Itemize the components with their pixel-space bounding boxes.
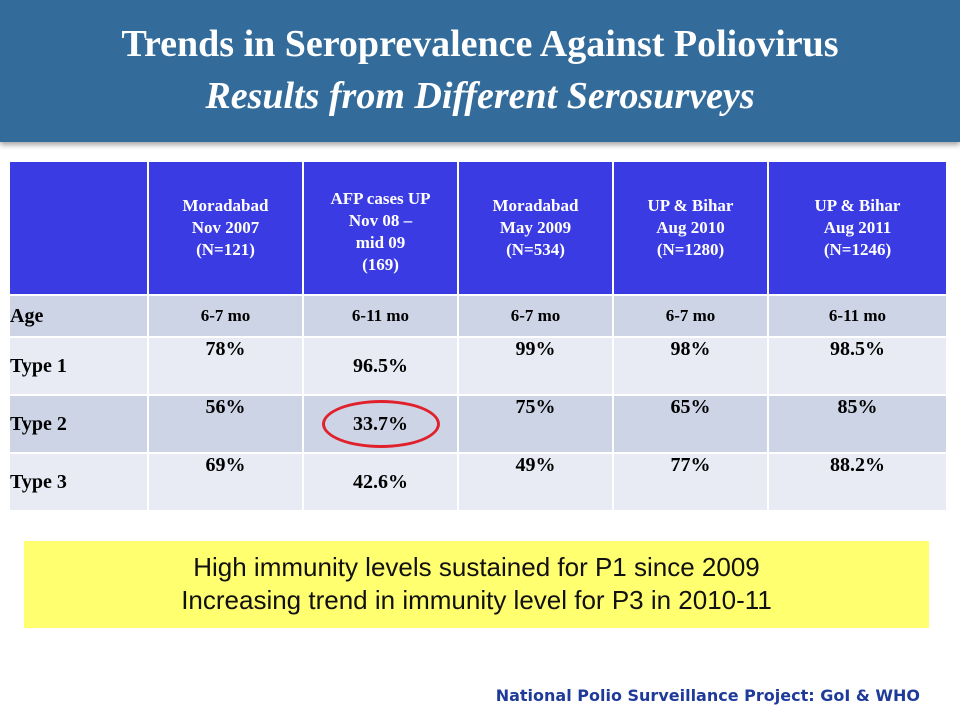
table-cell: 42.6% <box>302 452 459 512</box>
table-cell: 99% <box>457 336 614 396</box>
slide-subtitle: Results from Different Serosurveys <box>205 75 755 117</box>
table-cell: 6-7 mo <box>147 294 304 338</box>
table-cell: 77% <box>612 452 769 512</box>
table-row-type2: Type 2 56% 33.7% 75% 65% 85% <box>8 394 948 454</box>
footer-credit: National Polio Surveillance Project: GoI… <box>495 686 920 705</box>
finding-line-2: Increasing trend in immunity level for P… <box>181 585 772 615</box>
table-cell: 65% <box>612 394 769 454</box>
row-label: Type 1 <box>8 336 149 396</box>
header-cell: Moradabad Nov 2007 (N=121) <box>147 160 304 296</box>
table-cell: 98% <box>612 336 769 396</box>
table-cell: 75% <box>457 394 614 454</box>
table-cell: 6-7 mo <box>612 294 769 338</box>
table-cell: 88.2% <box>767 452 948 512</box>
row-label: Age <box>8 294 149 338</box>
table-cell: 85% <box>767 394 948 454</box>
header-cell: UP & Bihar Aug 2010 (N=1280) <box>612 160 769 296</box>
serosurvey-table: Moradabad Nov 2007 (N=121) AFP cases UP … <box>8 160 948 512</box>
header-corner-cell <box>8 160 149 296</box>
table-row-type3: Type 3 69% 42.6% 49% 77% 88.2% <box>8 452 948 512</box>
table-cell: 6-11 mo <box>302 294 459 338</box>
table-cell-circled: 33.7% <box>302 394 459 454</box>
table-header-row: Moradabad Nov 2007 (N=121) AFP cases UP … <box>8 160 948 296</box>
table-cell: 49% <box>457 452 614 512</box>
table-cell: 98.5% <box>767 336 948 396</box>
slide-title: Trends in Seroprevalence Against Poliovi… <box>121 23 839 65</box>
row-label: Type 3 <box>8 452 149 512</box>
header-cell: AFP cases UP Nov 08 – mid 09 (169) <box>302 160 459 296</box>
table-cell: 6-7 mo <box>457 294 614 338</box>
title-band: Trends in Seroprevalence Against Poliovi… <box>0 0 960 142</box>
row-label: Type 2 <box>8 394 149 454</box>
header-cell: UP & Bihar Aug 2011 (N=1246) <box>767 160 948 296</box>
table-row-type1: Type 1 78% 96.5% 99% 98% 98.5% <box>8 336 948 396</box>
table-row-age: Age 6-7 mo 6-11 mo 6-7 mo 6-7 mo 6-11 mo <box>8 294 948 338</box>
finding-line-1: High immunity levels sustained for P1 si… <box>193 552 760 582</box>
table-cell: 96.5% <box>302 336 459 396</box>
highlight-circle <box>322 400 440 448</box>
header-cell: Moradabad May 2009 (N=534) <box>457 160 614 296</box>
table-cell: 69% <box>147 452 304 512</box>
key-findings-box: High immunity levels sustained for P1 si… <box>24 541 929 628</box>
table-cell: 56% <box>147 394 304 454</box>
table-cell: 78% <box>147 336 304 396</box>
table-cell: 6-11 mo <box>767 294 948 338</box>
